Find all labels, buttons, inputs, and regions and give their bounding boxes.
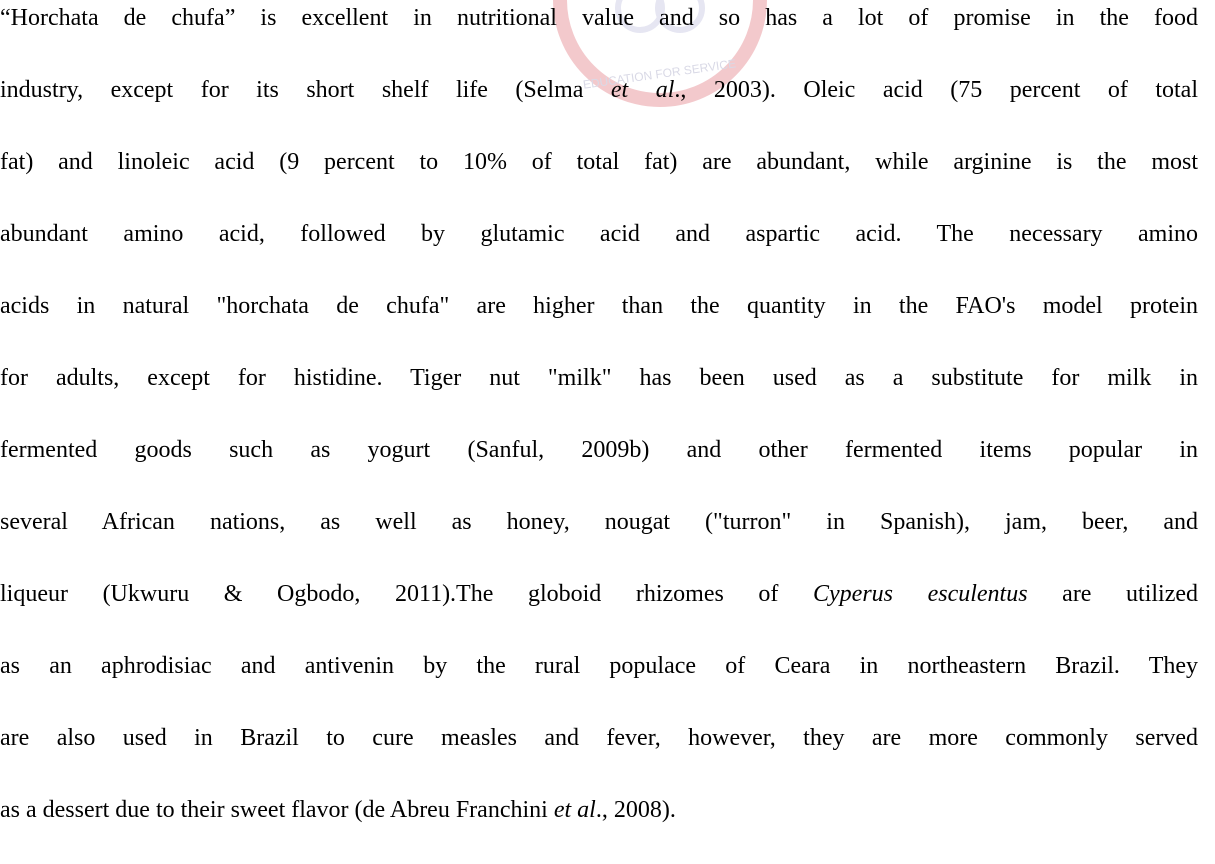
text-run: are also used in Brazil to cure measles …	[0, 725, 1198, 751]
watermark-emblem	[655, 0, 705, 33]
text-run: ., 2003). Oleic acid (75 percent of tota…	[674, 77, 1198, 103]
text-run: ., 2008).	[595, 797, 676, 823]
page: EDUCATION FOR SERVICE “Horchata de chufa…	[0, 0, 1199, 823]
text-line: fermented goods such as yogurt (Sanful, …	[0, 432, 1198, 504]
text-run: acids in natural "horchata de chufa" are…	[0, 293, 1198, 319]
text-run: fat) and linoleic acid (9 percent to 10%…	[0, 149, 1198, 175]
text-run: fermented goods such as yogurt (Sanful, …	[0, 437, 1198, 463]
text-run: several African nations, as well as hone…	[0, 509, 1198, 535]
text-line: acids in natural "horchata de chufa" are…	[0, 288, 1198, 360]
text-run: are utilized	[1027, 581, 1199, 607]
text-line: industry, except for its short shelf lif…	[0, 72, 1198, 144]
italic-run: et al	[553, 797, 596, 823]
text-line: several African nations, as well as hone…	[0, 504, 1198, 576]
text-line: as a dessert due to their sweet flavor (…	[0, 792, 1198, 864]
italic-run: Cyperus esculentus	[813, 581, 1028, 607]
text-line: liqueur (Ukwuru & Ogbodo, 2011).The glob…	[0, 576, 1198, 648]
text-run: as a dessert due to their sweet flavor (…	[0, 797, 554, 823]
text-run: as an aphrodisiac and antivenin by the r…	[0, 653, 1198, 679]
text-line: abundant amino acid, followed by glutami…	[0, 216, 1198, 288]
watermark-emblem	[615, 0, 665, 33]
watermark: EDUCATION FOR SERVICE	[553, 0, 767, 107]
text-run: for adults, except for histidine. Tiger …	[0, 365, 1198, 391]
text-line: fat) and linoleic acid (9 percent to 10%…	[0, 144, 1198, 216]
text-line: for adults, except for histidine. Tiger …	[0, 360, 1198, 432]
text-run: liqueur (Ukwuru & Ogbodo, 2011).The glob…	[0, 581, 814, 607]
text-line: as an aphrodisiac and antivenin by the r…	[0, 648, 1198, 720]
italic-run: et al	[610, 77, 675, 103]
text-run: “Horchata de chufa” is excellent in nutr…	[0, 5, 1198, 31]
text-run: abundant amino acid, followed by glutami…	[0, 221, 1198, 247]
text-line: are also used in Brazil to cure measles …	[0, 720, 1198, 792]
text-line: “Horchata de chufa” is excellent in nutr…	[0, 0, 1198, 72]
watermark-ring	[553, 0, 767, 107]
text-run: industry, except for its short shelf lif…	[0, 77, 611, 103]
